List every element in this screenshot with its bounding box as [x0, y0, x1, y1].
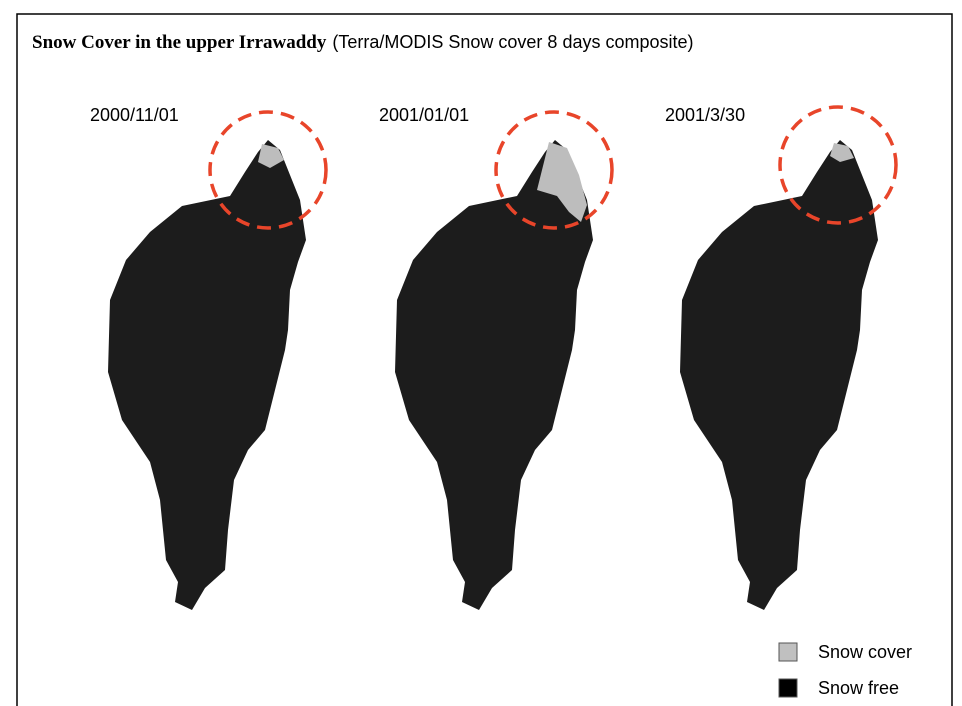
basin-map [395, 140, 593, 610]
panel-date: 2001/01/01 [379, 105, 469, 125]
panel: 2001/3/30 [665, 105, 898, 610]
basin-map [108, 140, 306, 610]
title-main: Snow Cover in the upper Irrawaddy [32, 32, 327, 53]
legend-swatch [778, 678, 798, 698]
panel: 2000/11/01 [90, 105, 328, 610]
panel: 2001/01/01 [379, 105, 614, 610]
snow-area [258, 144, 284, 168]
snow-area [537, 142, 587, 222]
title: Snow Cover in the upper Irrawaddy (Terra/… [32, 32, 694, 53]
title-subtitle: (Terra/MODIS Snow cover 8 days composite… [332, 32, 693, 52]
panel-date: 2000/11/01 [90, 105, 179, 125]
highlight-circle [778, 105, 898, 225]
highlight-circle [494, 110, 614, 230]
panel-date: 2001/3/30 [665, 105, 745, 125]
legend-swatch [778, 642, 798, 662]
snow-area [830, 143, 854, 162]
legend-label: Snow cover [818, 642, 912, 662]
highlight-circle [208, 110, 328, 230]
legend-label: Snow free [818, 678, 899, 698]
legend: Snow cover Snow free [778, 642, 912, 698]
basin-map [680, 140, 878, 610]
frame [16, 13, 953, 706]
